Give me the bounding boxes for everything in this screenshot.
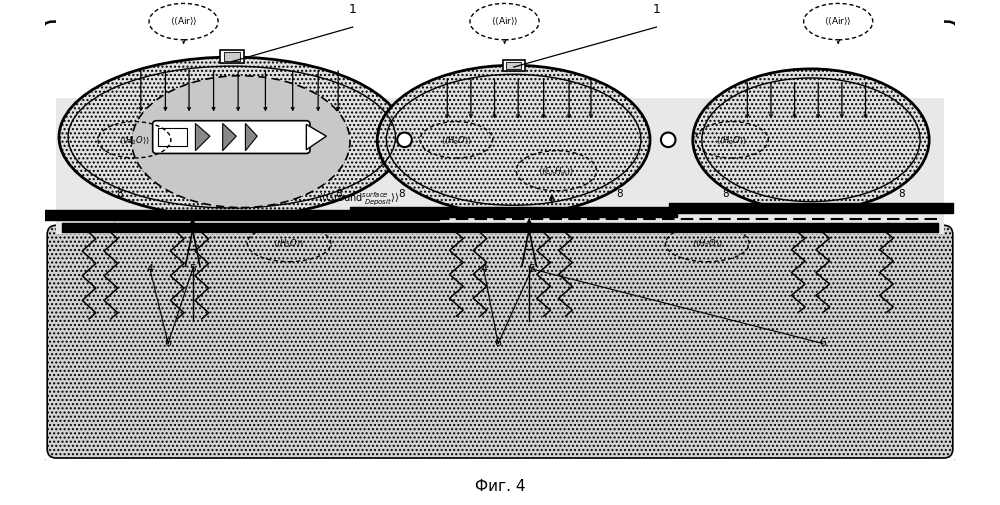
Text: 1: 1 xyxy=(652,3,660,16)
FancyBboxPatch shape xyxy=(153,121,310,154)
Bar xyxy=(220,50,244,63)
Text: 8: 8 xyxy=(398,189,405,199)
Bar xyxy=(224,52,240,61)
Text: 8: 8 xyxy=(335,189,341,199)
Text: 8: 8 xyxy=(899,189,905,199)
Text: 4: 4 xyxy=(480,264,487,274)
Text: 8: 8 xyxy=(722,189,729,199)
Ellipse shape xyxy=(693,69,929,211)
Bar xyxy=(56,98,944,234)
Text: 6: 6 xyxy=(165,338,172,348)
Polygon shape xyxy=(195,123,210,150)
Text: $\langle\langle H_2O\rangle\rangle$: $\langle\langle H_2O\rangle\rangle$ xyxy=(692,237,723,249)
Ellipse shape xyxy=(377,65,650,214)
Polygon shape xyxy=(223,123,236,150)
Text: 8: 8 xyxy=(617,189,623,199)
Circle shape xyxy=(661,132,675,147)
Text: $\langle\langle C_nH_m\rangle\rangle$: $\langle\langle C_nH_m\rangle\rangle$ xyxy=(538,165,575,177)
Text: $\langle\langle$Air$\rangle\rangle$: $\langle\langle$Air$\rangle\rangle$ xyxy=(491,16,518,27)
Ellipse shape xyxy=(132,76,350,208)
Text: 5: 5 xyxy=(528,264,535,274)
Circle shape xyxy=(397,132,412,147)
Text: 1: 1 xyxy=(349,3,357,16)
Text: $\langle\langle$Air$\rangle\rangle$: $\langle\langle$Air$\rangle\rangle$ xyxy=(170,16,197,27)
Bar xyxy=(503,60,525,71)
Text: $\langle\langle H_2O\rangle\rangle$: $\langle\langle H_2O\rangle\rangle$ xyxy=(716,134,747,146)
Text: $\langle\langle H_2O\rangle\rangle$: $\langle\langle H_2O\rangle\rangle$ xyxy=(441,134,472,146)
FancyBboxPatch shape xyxy=(47,225,953,458)
Text: 8: 8 xyxy=(117,189,123,199)
Text: 6: 6 xyxy=(819,338,826,348)
Text: $\langle\langle$Ground$^{surface}_{\ Deposit}\rangle\rangle$: $\langle\langle$Ground$^{surface}_{\ Dep… xyxy=(318,190,400,208)
Text: Фиг. 4: Фиг. 4 xyxy=(475,479,525,494)
Text: 6: 6 xyxy=(495,338,502,348)
Bar xyxy=(506,62,521,69)
Bar xyxy=(56,0,944,98)
Text: 4: 4 xyxy=(146,264,154,274)
Bar xyxy=(158,128,187,146)
Ellipse shape xyxy=(59,57,405,217)
Polygon shape xyxy=(245,123,257,150)
FancyBboxPatch shape xyxy=(42,22,958,464)
Text: $\langle\langle H_2O\rangle\rangle$: $\langle\langle H_2O\rangle\rangle$ xyxy=(119,134,150,146)
Text: $\langle\langle$Air$\rangle\rangle$: $\langle\langle$Air$\rangle\rangle$ xyxy=(824,16,852,27)
Text: 5: 5 xyxy=(189,264,196,274)
Polygon shape xyxy=(306,124,326,150)
Text: $\langle\langle H_2O\rangle\rangle$: $\langle\langle H_2O\rangle\rangle$ xyxy=(273,237,305,249)
